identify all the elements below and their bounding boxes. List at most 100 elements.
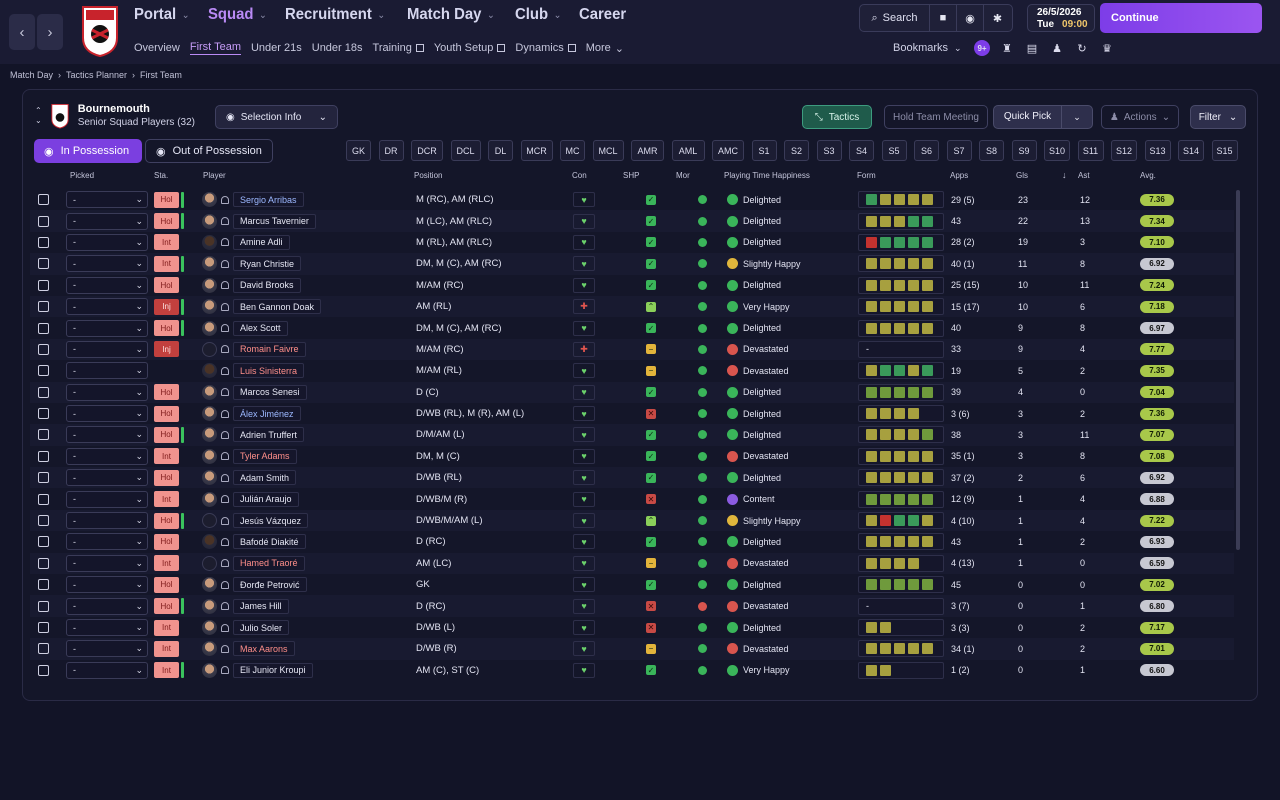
pick-checkbox[interactable] [38,279,49,291]
col-assists[interactable]: Ast [1078,171,1090,180]
forward-arrow-icon[interactable]: › [37,14,63,50]
position-button-dl[interactable]: DL [488,140,513,161]
status-badge[interactable]: Hol [154,598,179,615]
search-button[interactable]: ⌕ Search [860,5,930,31]
table-row[interactable]: - ⌄ Inj Ben Gannon Doak AM (RL) ✚ ⌃ Very Happy 1… [30,295,1234,318]
pick-checkbox[interactable] [38,536,49,548]
quick-pick-label[interactable]: Quick Pick [994,106,1062,128]
position-button-s1[interactable]: S1 [751,140,777,161]
form-strip[interactable] [858,619,944,636]
picked-select[interactable]: - ⌄ [66,640,148,658]
pick-checkbox[interactable] [38,622,49,633]
pick-checkbox[interactable] [38,236,49,248]
position-button-s6[interactable]: S6 [914,140,939,161]
subnav-under-21s[interactable]: Under 21s [251,41,302,55]
table-row[interactable]: - ⌄ Hol Bafodé Diakité D (RC) ♥ ✓ Delighted 43 1 2… [30,531,1234,552]
position-button-aml[interactable]: AML [671,140,705,161]
chevron-down-icon[interactable]: ⌄ [1073,111,1081,122]
pick-checkbox[interactable] [38,515,49,527]
position-button-s8[interactable]: S8 [979,140,1004,161]
table-row[interactable]: - ⌄ Int Julián Araujo D/WB/M (R) ♥ ✕ Content 12 … [30,488,1234,509]
clipboard-icon[interactable]: ▤ [1026,42,1038,55]
picked-select[interactable]: - ⌄ [66,340,148,358]
status-badge[interactable]: Hol [154,384,179,401]
player-name[interactable]: Adam Smith [233,470,297,486]
table-row[interactable]: - ⌄ Hol Álex Jiménez D/WB (RL), M (R), AM (L… [30,403,1234,424]
status-badge[interactable]: Int [154,255,179,272]
form-strip[interactable] [858,255,944,273]
subnav-under-18s[interactable]: Under 18s [312,41,363,55]
table-row[interactable]: - ⌄ Hol Alex Scott DM, M (C), AM (RC) ♥ ✓ Delig… [30,317,1234,338]
sort-toggle-icon[interactable]: ⌃ ⌄ [35,105,42,125]
pick-checkbox[interactable] [38,301,49,313]
player-name[interactable]: Luis Sinisterra [233,363,305,379]
nav-item-career[interactable]: Career [579,6,626,24]
form-strip[interactable] [858,319,944,337]
picked-select[interactable]: - ⌄ [66,554,148,572]
table-row[interactable]: - ⌄ Inj Romain Faivre M/AM (RC) ✚ − Devastated -… [30,338,1234,361]
breadcrumb-item[interactable]: First Team [140,70,182,80]
col-playing-time[interactable]: Playing Time Happiness [724,171,810,180]
player-name[interactable]: Hamed Traoré [233,555,305,571]
position-button-mc[interactable]: MC [560,140,585,161]
player-name[interactable]: Alex Scott [233,320,288,336]
table-scrollbar[interactable] [1236,190,1240,550]
position-button-s2[interactable]: S2 [784,140,809,161]
player-name[interactable]: Julián Araujo [233,491,299,507]
form-strip[interactable]: - [858,340,944,358]
bookmark-icon[interactable]: ■ [930,5,957,31]
player-name[interactable]: Sergio Arribas [233,192,304,208]
table-row[interactable]: - ⌄ Hol Jesús Vázquez D/WB/M/AM (L) ♥ ⌃ Slightl… [30,509,1234,532]
player-name[interactable]: Marcus Tavernier [233,213,316,229]
form-strip[interactable] [858,405,944,423]
player-name[interactable]: Max Aarons [233,641,295,657]
breadcrumb-item[interactable]: Match Day [10,70,54,80]
subnav-youth-setup[interactable]: Youth Setup [434,41,506,55]
table-row[interactable]: - ⌄ Int Hamed Traoré AM (LC) ♥ − Devastated 4 (1… [30,552,1234,575]
form-strip[interactable] [858,298,944,316]
player-name[interactable]: Marcos Senesi [233,384,307,400]
form-strip[interactable] [858,576,944,594]
player-name[interactable]: Jesús Vázquez [233,513,309,529]
position-button-dr[interactable]: DR [378,140,404,161]
inbox-icon[interactable]: 9+ [974,40,990,56]
picked-select[interactable]: - ⌄ [66,661,148,679]
col-apps[interactable]: Apps [950,171,969,180]
status-badge[interactable] [154,363,179,379]
player-name[interactable]: Tyler Adams [233,448,297,464]
player-name[interactable]: Romain Faivre [233,341,306,357]
form-strip[interactable] [858,490,944,508]
position-button-s15[interactable]: S15 [1211,140,1238,161]
position-button-s5[interactable]: S5 [881,140,907,161]
status-badge[interactable]: Int [154,555,179,572]
nav-item-portal[interactable]: Portal ⌄ [134,6,190,24]
position-button-gk[interactable]: GK [346,140,371,161]
subnav-more[interactable]: More ⌄ [586,41,624,55]
pick-checkbox[interactable] [38,365,49,377]
col-goals[interactable]: Gls [1016,171,1028,180]
form-strip[interactable] [858,426,944,444]
picked-select[interactable]: - ⌄ [66,233,148,251]
position-button-mcr[interactable]: MCR [520,140,553,161]
form-strip[interactable] [858,512,944,530]
player-name[interactable]: Eli Junior Kroupi [233,662,313,678]
subnav-training[interactable]: Training [373,41,424,55]
hold-team-meeting-button[interactable]: Hold Team Meeting [884,105,988,129]
sort-down-icon[interactable]: ↓ [1062,170,1067,180]
col-sharpness[interactable]: SHP [623,171,640,180]
pick-checkbox[interactable] [38,493,49,505]
form-strip[interactable] [858,554,944,572]
position-button-s3[interactable]: S3 [816,140,842,161]
position-button-s11[interactable]: S11 [1077,140,1104,161]
table-row[interactable]: - ⌄ Hol David Brooks M/AM (RC) ♥ ✓ Delighted 25 … [30,275,1234,296]
col-morale[interactable]: Mor [676,171,690,180]
picked-select[interactable]: - ⌄ [66,383,148,401]
table-row[interactable]: - ⌄ Hol Đorđe Petrović GK ♥ ✓ Delighted 45 0 0 7.02 [30,574,1234,595]
col-position[interactable]: Position [414,171,443,180]
picked-select[interactable]: - ⌄ [66,362,148,380]
trophy-icon[interactable]: ♛ [1102,42,1112,55]
table-row[interactable]: - ⌄ Int Eli Junior Kroupi AM (C), ST (C) ♥ ✓ Ve… [30,660,1234,681]
form-strip[interactable] [858,469,944,487]
pick-checkbox[interactable] [38,664,49,676]
status-badge[interactable]: Hol [154,469,179,486]
